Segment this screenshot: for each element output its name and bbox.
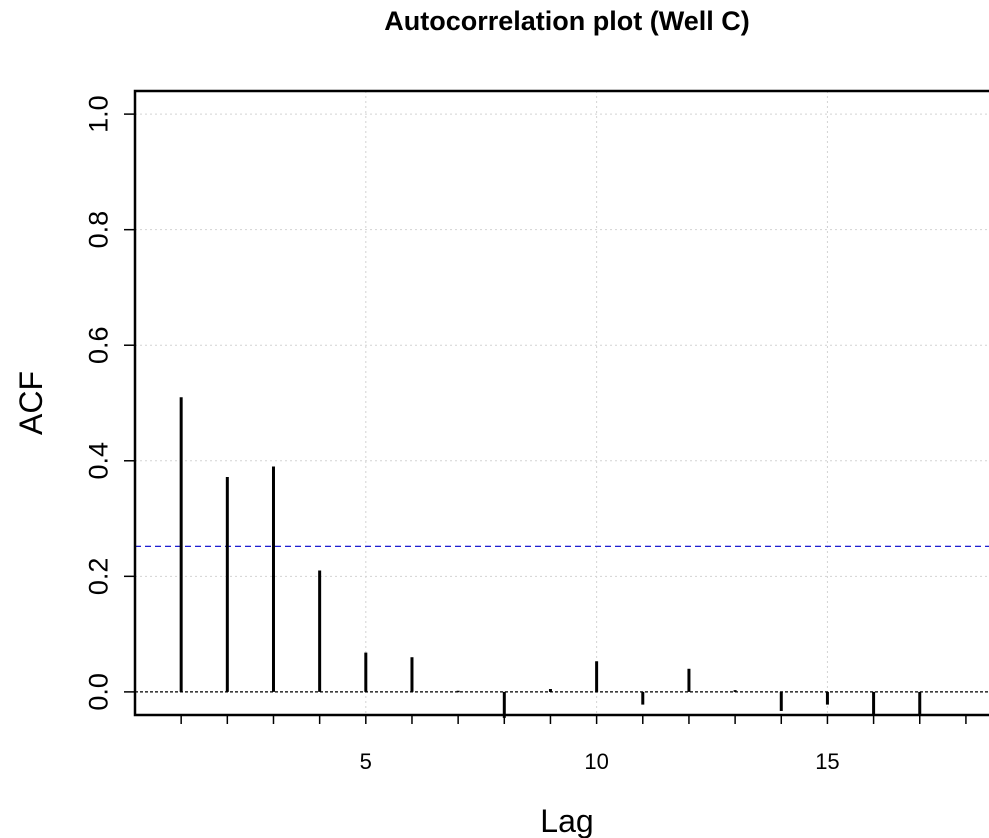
x-tick-label: 15: [815, 749, 839, 774]
x-tick-label: 10: [584, 749, 608, 774]
x-axis-label: Lag: [540, 803, 593, 838]
x-axis-ticks: 5 10 15: [180, 715, 967, 774]
y-tick-label: 0.6: [84, 326, 114, 364]
grid-lines: [135, 91, 989, 715]
y-axis-ticks: 0.0 0.2 0.4 0.6 0.8 1.0: [84, 95, 135, 711]
acf-bars: [179, 397, 922, 718]
chart-title: Autocorrelation plot (Well C): [384, 6, 750, 36]
y-axis-label: ACF: [13, 371, 49, 435]
y-tick-label: 0.8: [84, 211, 114, 249]
y-tick-label: 0.2: [84, 558, 114, 596]
y-tick-label: 0.0: [84, 673, 114, 711]
y-tick-label: 1.0: [84, 95, 114, 133]
plot-frame: [133, 89, 989, 717]
y-tick-label: 0.4: [84, 442, 114, 480]
x-tick-label: 5: [360, 749, 372, 774]
